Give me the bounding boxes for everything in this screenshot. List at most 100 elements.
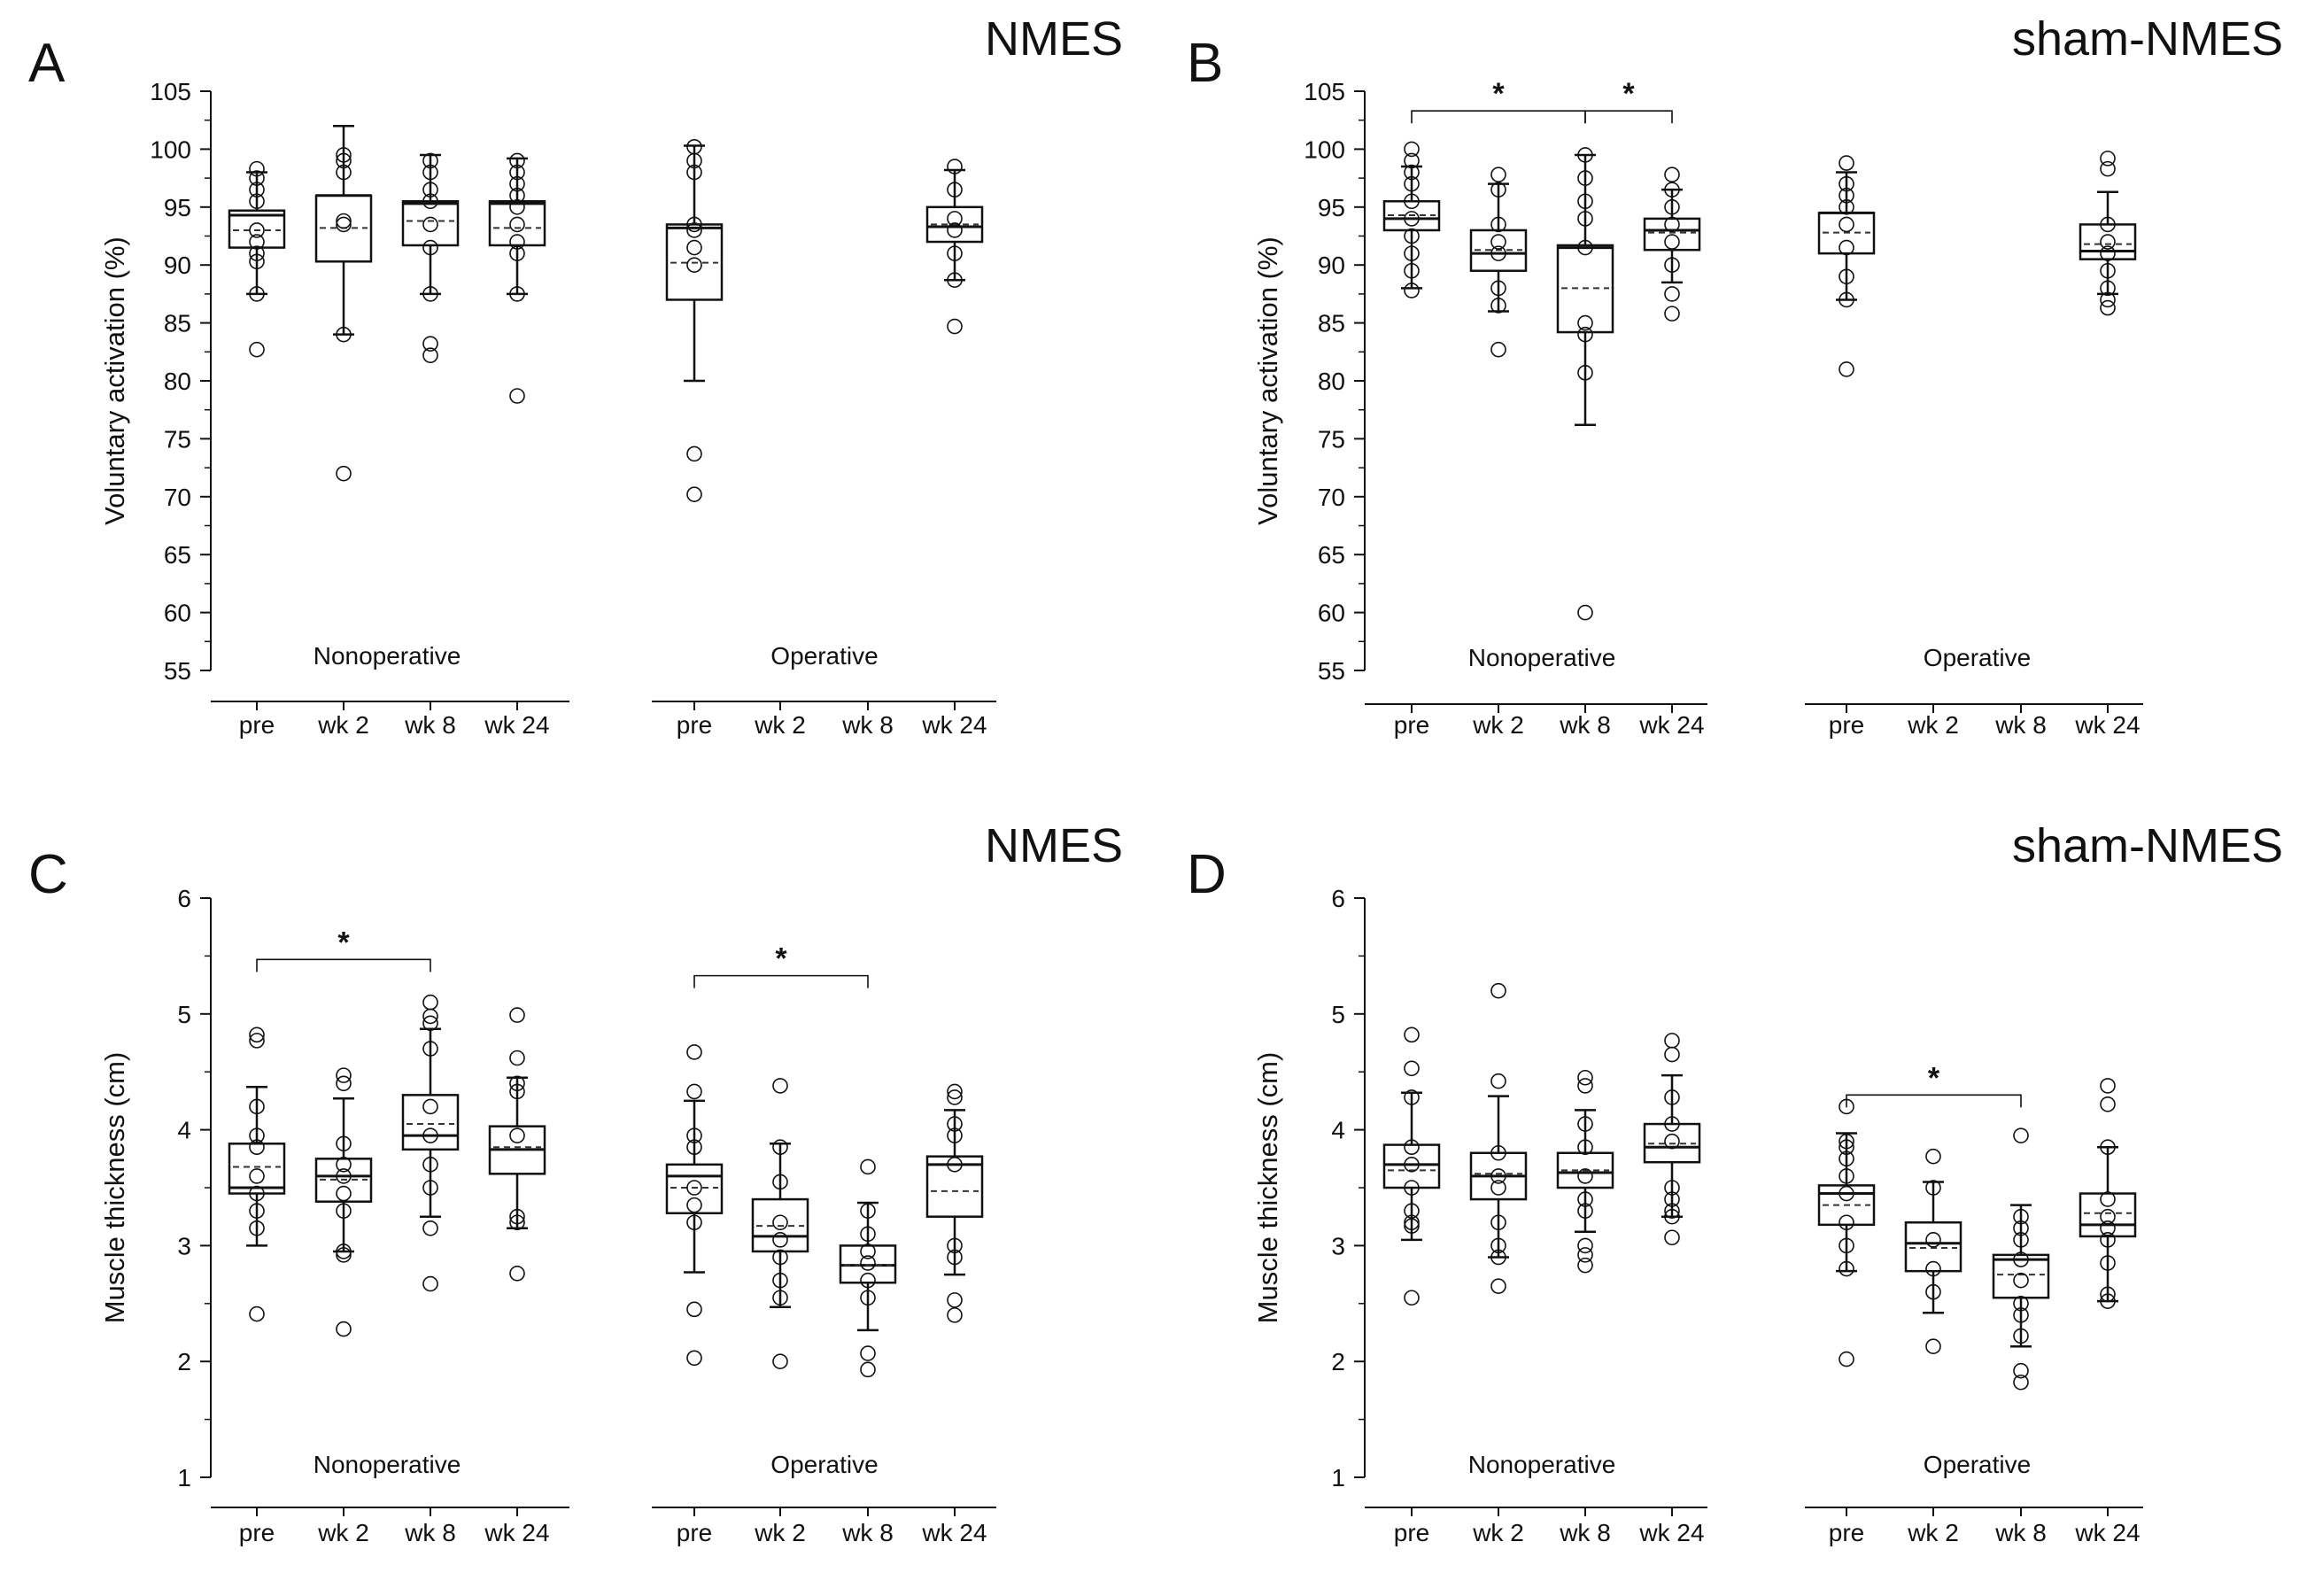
- data-point: [1577, 1247, 1593, 1263]
- data-point: [1404, 1157, 1420, 1173]
- data-point: [1839, 1133, 1854, 1150]
- data-point: [249, 1027, 265, 1043]
- data-point: [1490, 1168, 1506, 1184]
- x-tick-label: wk 2: [1472, 711, 1524, 739]
- data-point: [1839, 361, 1854, 377]
- y-tick-label: 60: [1318, 600, 1345, 627]
- data-point: [249, 1098, 265, 1115]
- data-point: [860, 1158, 876, 1175]
- y-tick-label: 1: [177, 1464, 191, 1491]
- data-point: [2100, 1139, 2116, 1156]
- panel-title: sham-NMES: [2012, 819, 2283, 872]
- box-iqr: [488, 200, 546, 247]
- group-label: Nonoperative: [314, 1451, 461, 1478]
- y-tick-label: 65: [1318, 541, 1345, 569]
- x-tick-label: pre: [239, 1519, 275, 1546]
- data-point: [336, 216, 352, 233]
- data-point: [1839, 1237, 1854, 1254]
- data-point: [1664, 216, 1680, 233]
- data-point: [249, 1185, 265, 1202]
- data-point: [1839, 291, 1854, 308]
- data-point: [1839, 155, 1854, 171]
- data-point: [686, 1350, 702, 1367]
- box-wk-24: [2079, 1078, 2137, 1309]
- data-point: [947, 1127, 963, 1143]
- box-pre: [665, 1044, 724, 1367]
- data-point: [509, 1265, 525, 1282]
- data-point: [1664, 1116, 1680, 1132]
- data-point: [1404, 1027, 1420, 1043]
- data-point: [422, 182, 438, 198]
- data-point: [1664, 306, 1680, 322]
- box-wk-24: [488, 1007, 546, 1282]
- data-point: [2013, 1272, 2029, 1289]
- data-point: [1839, 1351, 1854, 1367]
- data-point: [509, 199, 525, 215]
- data-point: [422, 164, 438, 181]
- data-point: [249, 1168, 265, 1184]
- box-pre: [228, 160, 286, 358]
- y-tick-label: 3: [1331, 1232, 1345, 1259]
- data-point: [1577, 1257, 1593, 1274]
- data-point: [1839, 199, 1854, 215]
- data-point: [1404, 152, 1420, 169]
- box-pre: [228, 1027, 286, 1322]
- data-point: [422, 216, 438, 233]
- x-tick-label: wk 2: [754, 1519, 806, 1546]
- data-point: [1577, 211, 1593, 227]
- panel-title: sham-NMES: [2012, 12, 2283, 66]
- panel-letter: C: [28, 844, 68, 905]
- data-point: [249, 1033, 265, 1049]
- data-point: [1664, 1229, 1680, 1246]
- data-point: [1664, 257, 1680, 274]
- box-wk-2: [751, 1078, 809, 1369]
- box-pre: [1817, 155, 1876, 377]
- data-point: [860, 1345, 876, 1361]
- data-point: [2100, 245, 2116, 261]
- group-operative: Operative pre wk 2 wk 8 wk 24: [1805, 151, 2143, 739]
- data-point: [509, 1208, 525, 1225]
- data-point: [686, 239, 702, 256]
- data-point: [772, 1078, 788, 1094]
- data-point: [2100, 234, 2116, 250]
- data-point: [860, 1255, 876, 1271]
- data-point: [1577, 365, 1593, 381]
- data-point: [1490, 1214, 1506, 1231]
- data-point: [422, 1220, 438, 1236]
- data-point: [1490, 234, 1506, 250]
- data-point: [1404, 1218, 1420, 1234]
- data-point: [860, 1272, 876, 1289]
- data-point: [509, 216, 525, 233]
- box-wk-8: [839, 1158, 897, 1378]
- data-point: [772, 1272, 788, 1289]
- data-point: [422, 1127, 438, 1143]
- data-point: [1404, 283, 1420, 298]
- data-point: [1925, 1148, 1941, 1165]
- data-point: [1664, 199, 1680, 215]
- y-tick-label: 4: [177, 1117, 191, 1144]
- y-tick-label: 1: [1331, 1464, 1345, 1491]
- data-point: [1490, 182, 1506, 198]
- data-point: [1404, 228, 1420, 244]
- data-point: [2100, 280, 2116, 297]
- data-point: [1664, 286, 1680, 302]
- bracket-line: [1584, 110, 1673, 124]
- y-tick-label: 95: [1318, 194, 1345, 221]
- x-tick-label: wk 8: [1559, 711, 1611, 739]
- data-point: [686, 1301, 702, 1318]
- data-point: [947, 1249, 963, 1266]
- data-point: [1490, 982, 1506, 999]
- data-point: [422, 347, 438, 364]
- data-point: [336, 1157, 352, 1173]
- x-tick-label: wk 2: [1907, 711, 1959, 739]
- data-point: [1664, 1089, 1680, 1105]
- data-point: [2013, 1296, 2029, 1312]
- data-point: [422, 1008, 438, 1025]
- data-point: [772, 1249, 788, 1266]
- x-tick-label: wk 2: [754, 711, 806, 739]
- y-tick-label: 90: [164, 252, 191, 279]
- box-iqr: [401, 1094, 460, 1151]
- data-point: [1839, 239, 1854, 256]
- y-tick-label: 75: [1318, 425, 1345, 453]
